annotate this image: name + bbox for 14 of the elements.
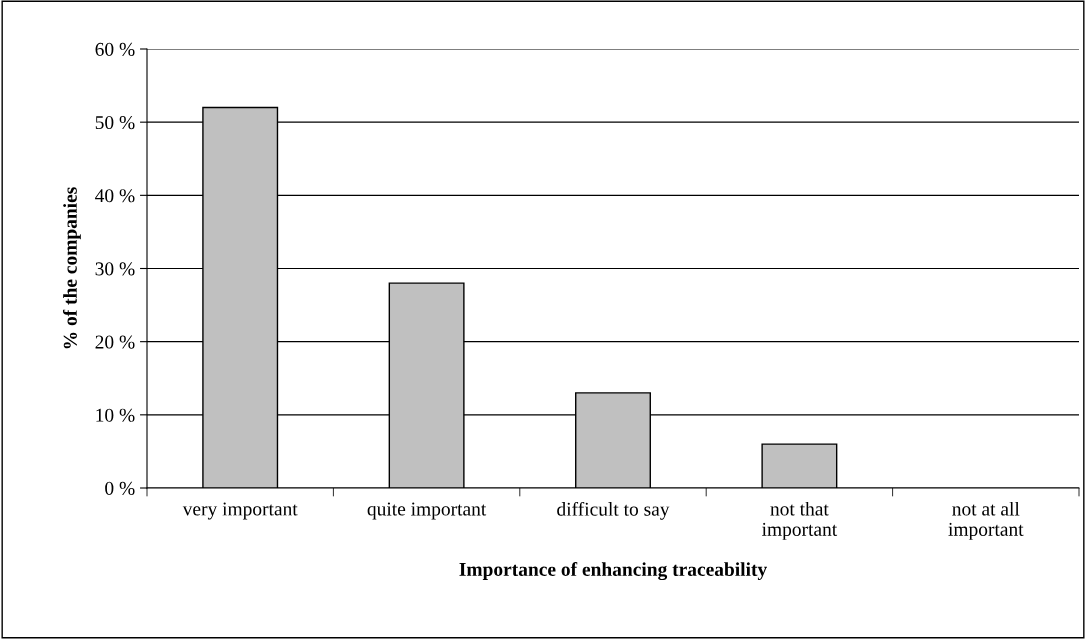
x-tick-label: not that important [762,501,838,540]
y-tick-label: 50 % [95,115,135,130]
x-axis-title: Importance of enhancing traceability [459,562,767,581]
x-tick-label: quite important [367,502,487,520]
y-tick-label: 30 % [95,262,135,276]
y-tick-label: 60 % [95,42,135,56]
y-axis-title: % of the companies [62,187,81,349]
y-tick-label: 40 % [95,189,135,203]
y-tick-label: 10 % [96,408,135,422]
x-tick-label: very important [182,502,298,520]
y-tick-label: 0 % [105,481,135,495]
x-tick-label: difficult to say [557,501,670,520]
x-tick-label: not at all important [948,501,1024,540]
y-tick-label: 20 % [95,335,135,349]
